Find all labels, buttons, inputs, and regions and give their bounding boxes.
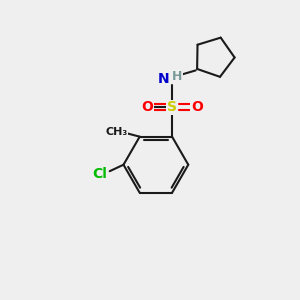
Text: H: H [172, 70, 183, 83]
Text: Cl: Cl [92, 167, 107, 181]
Text: O: O [191, 100, 203, 114]
Text: S: S [167, 100, 177, 114]
Text: CH₃: CH₃ [105, 127, 127, 137]
Text: O: O [141, 100, 153, 114]
Text: N: N [158, 72, 170, 86]
